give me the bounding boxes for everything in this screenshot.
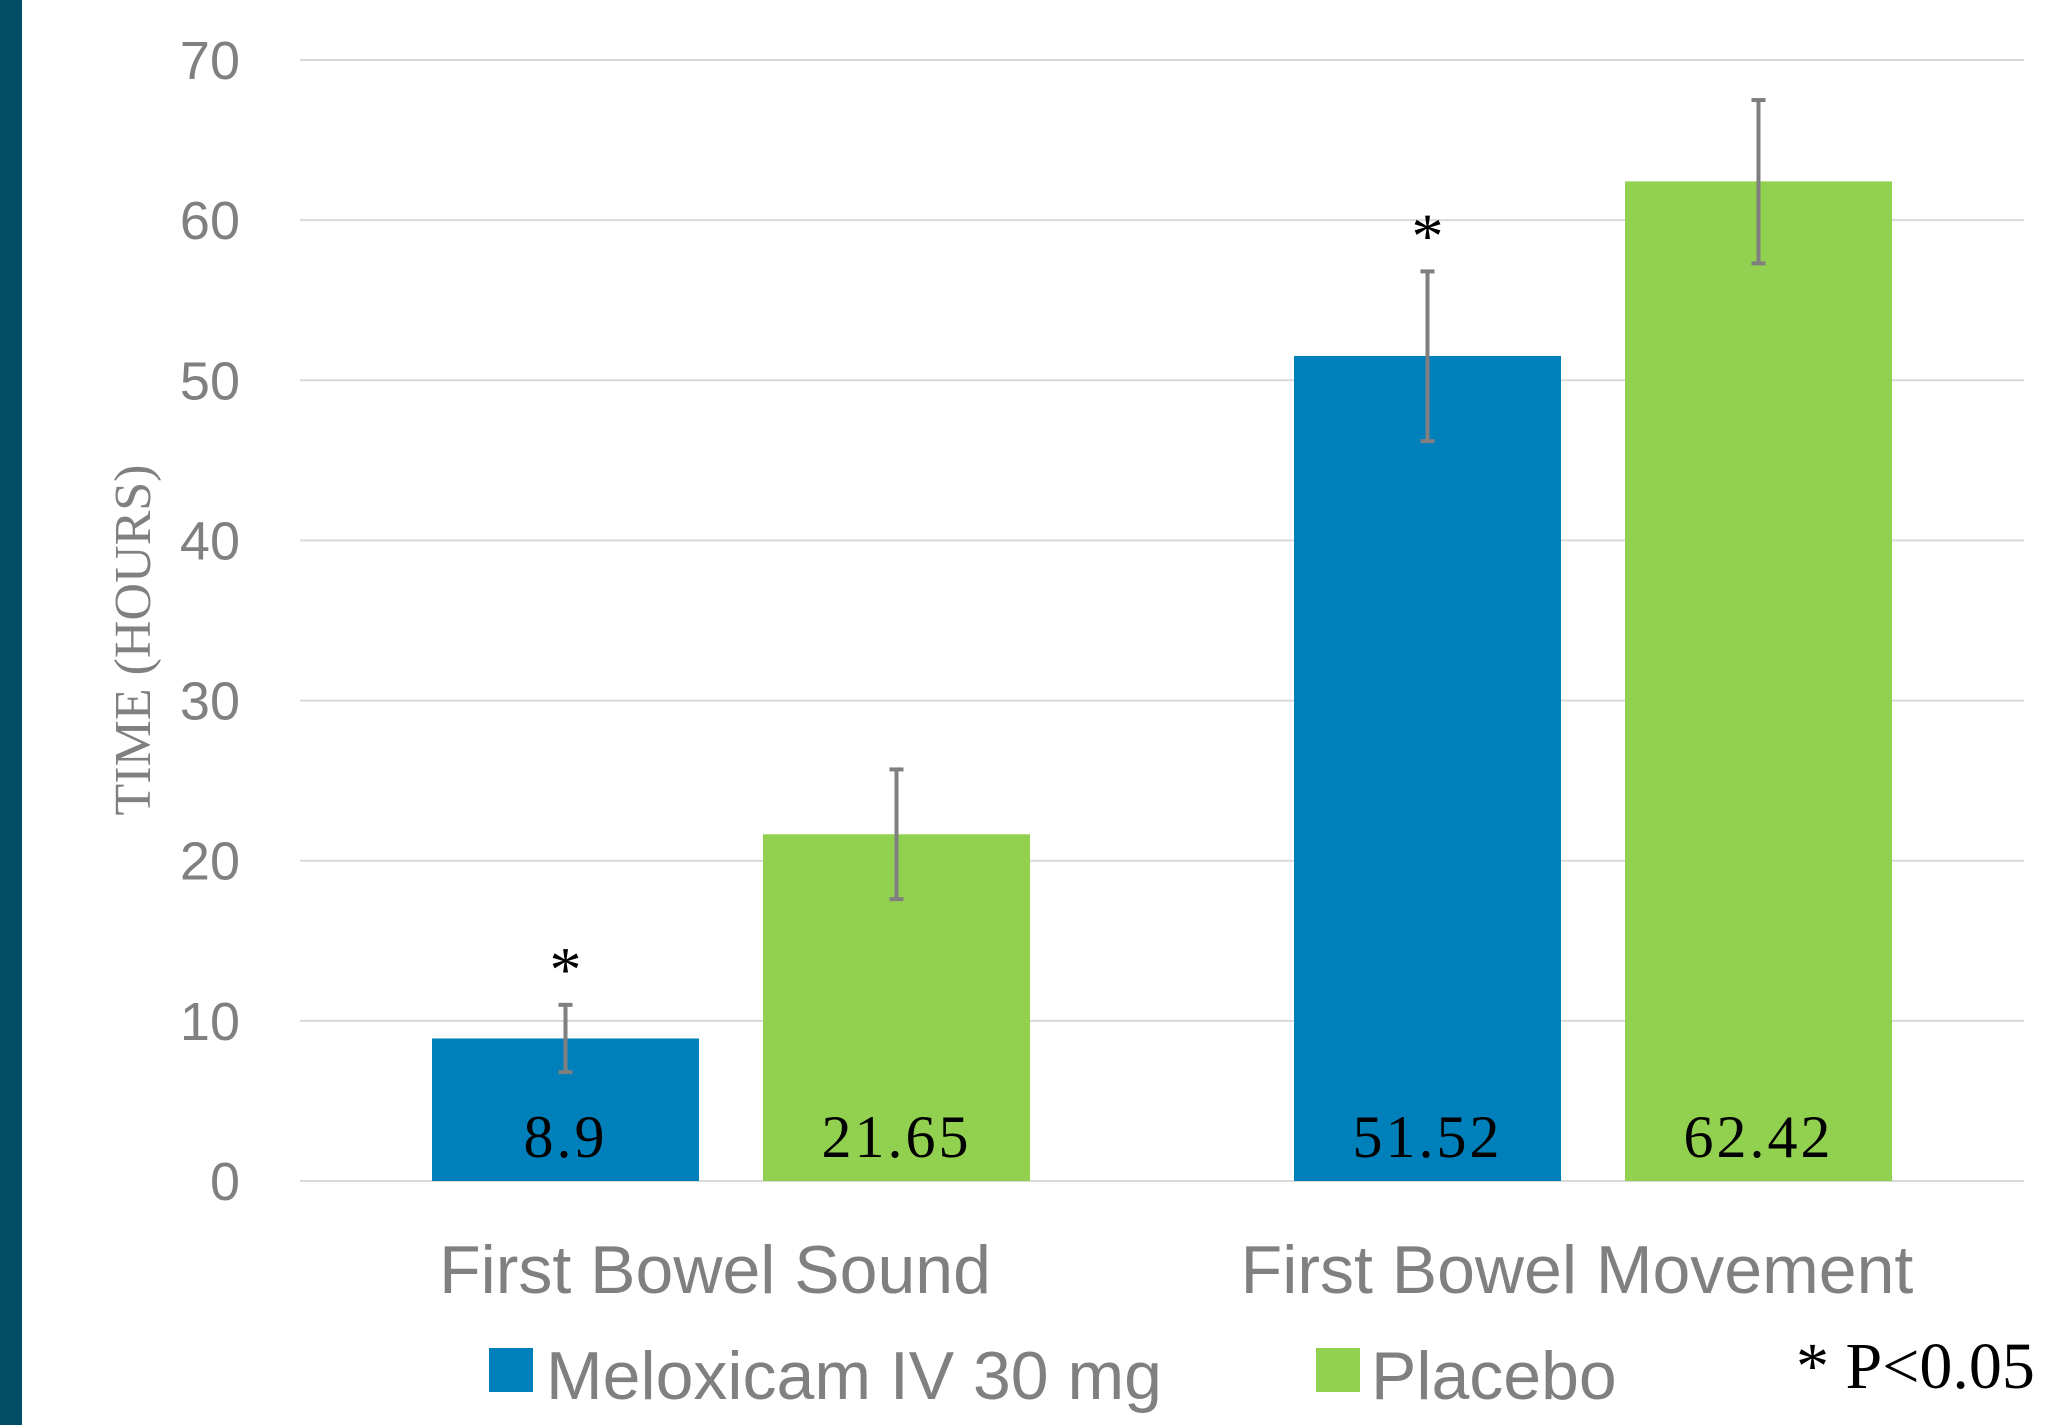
y-tick-label-60: 60 <box>180 191 240 251</box>
category-label-1: First Bowel Movement <box>1241 1232 1914 1308</box>
y-tick-label-10: 10 <box>180 992 240 1052</box>
data-label-0-0: 8.9 <box>524 1104 608 1170</box>
bars <box>432 181 1892 1182</box>
legend-label-placebo: Placebo <box>1371 1338 1617 1414</box>
legend: Meloxicam IV 30 mg Placebo <box>489 1338 1617 1414</box>
y-axis-ticks: 0 10 20 30 40 50 60 70 <box>180 31 240 1212</box>
left-accent-strip <box>0 0 22 1425</box>
y-tick-label-30: 30 <box>180 672 240 732</box>
y-axis-title: TIME (HOURS) <box>105 465 162 816</box>
significance-note: * P<0.05 <box>1796 1330 2035 1403</box>
legend-swatch-placebo <box>1316 1348 1360 1392</box>
category-labels: First Bowel Sound First Bowel Movement <box>439 1232 1913 1308</box>
y-tick-label-40: 40 <box>180 511 240 571</box>
y-tick-label-0: 0 <box>210 1152 240 1212</box>
data-labels: 8.9 21.65 51.52 62.42 <box>524 1104 1834 1170</box>
data-label-0-1: 21.65 <box>822 1104 972 1170</box>
significance-marks: ** <box>550 200 1444 1004</box>
significance-mark-0-0: * <box>550 934 582 1005</box>
significance-mark-1-0: * <box>1412 200 1444 271</box>
bar-1-1 <box>1625 181 1892 1181</box>
y-tick-label-20: 20 <box>180 832 240 892</box>
data-label-1-1: 62.42 <box>1684 1104 1834 1170</box>
category-label-0: First Bowel Sound <box>439 1232 991 1308</box>
y-tick-label-70: 70 <box>180 31 240 91</box>
y-tick-label-50: 50 <box>180 351 240 411</box>
error-bars <box>558 98 1766 1075</box>
legend-swatch-meloxicam <box>489 1348 533 1392</box>
bar-1-0 <box>1294 355 1561 1182</box>
legend-label-meloxicam: Meloxicam IV 30 mg <box>546 1338 1162 1414</box>
data-label-1-0: 51.52 <box>1353 1104 1503 1170</box>
